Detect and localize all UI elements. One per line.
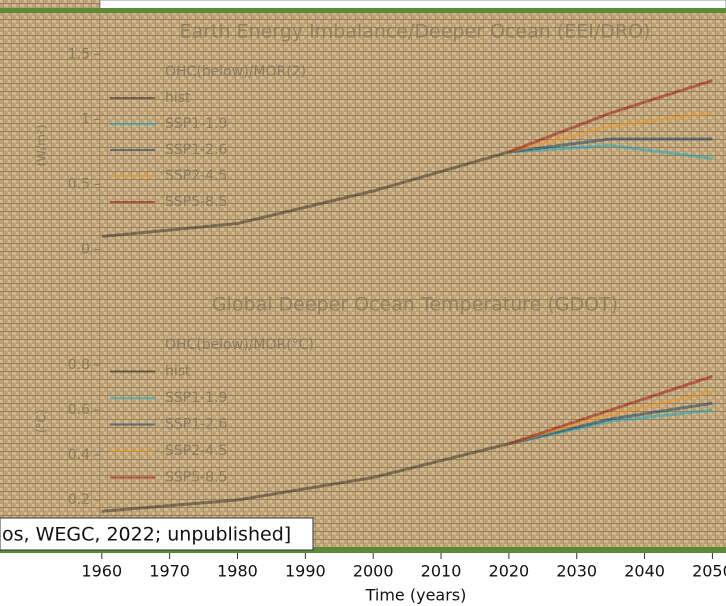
x-tick-label: 1980 bbox=[217, 562, 258, 581]
y-tick-label: 1.5 bbox=[68, 47, 90, 63]
x-tick-label: 2050 bbox=[692, 562, 726, 581]
legend-label: SSP1-2.6 bbox=[165, 417, 228, 433]
x-tick-label: 2010 bbox=[421, 562, 462, 581]
y-tick-label: 0 bbox=[81, 242, 90, 258]
top-strip bbox=[99, 0, 726, 10]
y-tick-label: 0.5 bbox=[68, 177, 90, 193]
x-tick-label: 2020 bbox=[489, 562, 530, 581]
series-line bbox=[508, 401, 713, 446]
legend-label: SSP5-8.5 bbox=[165, 194, 227, 210]
series-line bbox=[508, 79, 713, 154]
y-tick-label: 0.8 bbox=[68, 357, 90, 373]
legend-title: OHC(below)/MOR(°C) bbox=[165, 337, 314, 353]
legend-label: SSP5-8.5 bbox=[165, 470, 227, 486]
y-tick-label: 0.4 bbox=[68, 447, 90, 463]
y-tick-label: 1 bbox=[81, 112, 90, 128]
legend-label: SSP2-4.5 bbox=[165, 443, 227, 459]
y-axis-label: (°C) bbox=[35, 409, 49, 433]
x-tick-label: 1990 bbox=[285, 562, 326, 581]
legend-label: SSP1-1.9 bbox=[165, 116, 227, 132]
caption-box bbox=[0, 517, 314, 551]
series-line bbox=[508, 137, 713, 154]
x-tick-label: 1970 bbox=[149, 562, 190, 581]
x-tick-label: 1960 bbox=[81, 562, 122, 581]
legend-label: hist bbox=[165, 90, 191, 106]
caption: os, WEGC, 2022; unpublished] bbox=[2, 524, 291, 546]
x-tick-label: 2040 bbox=[624, 562, 665, 581]
y-tick-label: 0.6 bbox=[68, 402, 90, 418]
legend-label: hist bbox=[165, 364, 191, 380]
texture-background bbox=[0, 0, 726, 550]
series-line bbox=[101, 442, 510, 513]
legend-label: SSP2-4.5 bbox=[165, 168, 227, 184]
legend-label: SSP1-2.6 bbox=[165, 142, 228, 158]
panel-title: Earth Energy Imbalance/Deeper Ocean (EEI… bbox=[180, 21, 651, 43]
series-line bbox=[508, 143, 713, 160]
y-axis-label: (W/m²) bbox=[35, 125, 49, 167]
series-line bbox=[508, 390, 713, 446]
x-tick-label: 2000 bbox=[353, 562, 394, 581]
series-line bbox=[508, 374, 713, 446]
bottom-border bbox=[0, 547, 726, 553]
x-axis-label: Time (years) bbox=[365, 586, 467, 605]
panel-title: Global Deeper Ocean Temperature (GDOT) bbox=[212, 294, 618, 316]
series-line bbox=[508, 408, 713, 446]
series-line bbox=[508, 111, 713, 154]
x-tick-label: 2030 bbox=[556, 562, 597, 581]
legend-title: OHC(below)/MOR(2) bbox=[165, 64, 306, 80]
top-border bbox=[0, 8, 726, 13]
legend-label: SSP1-1.9 bbox=[165, 390, 227, 406]
series-line bbox=[101, 150, 510, 238]
y-tick-label: 0.2 bbox=[68, 492, 90, 508]
